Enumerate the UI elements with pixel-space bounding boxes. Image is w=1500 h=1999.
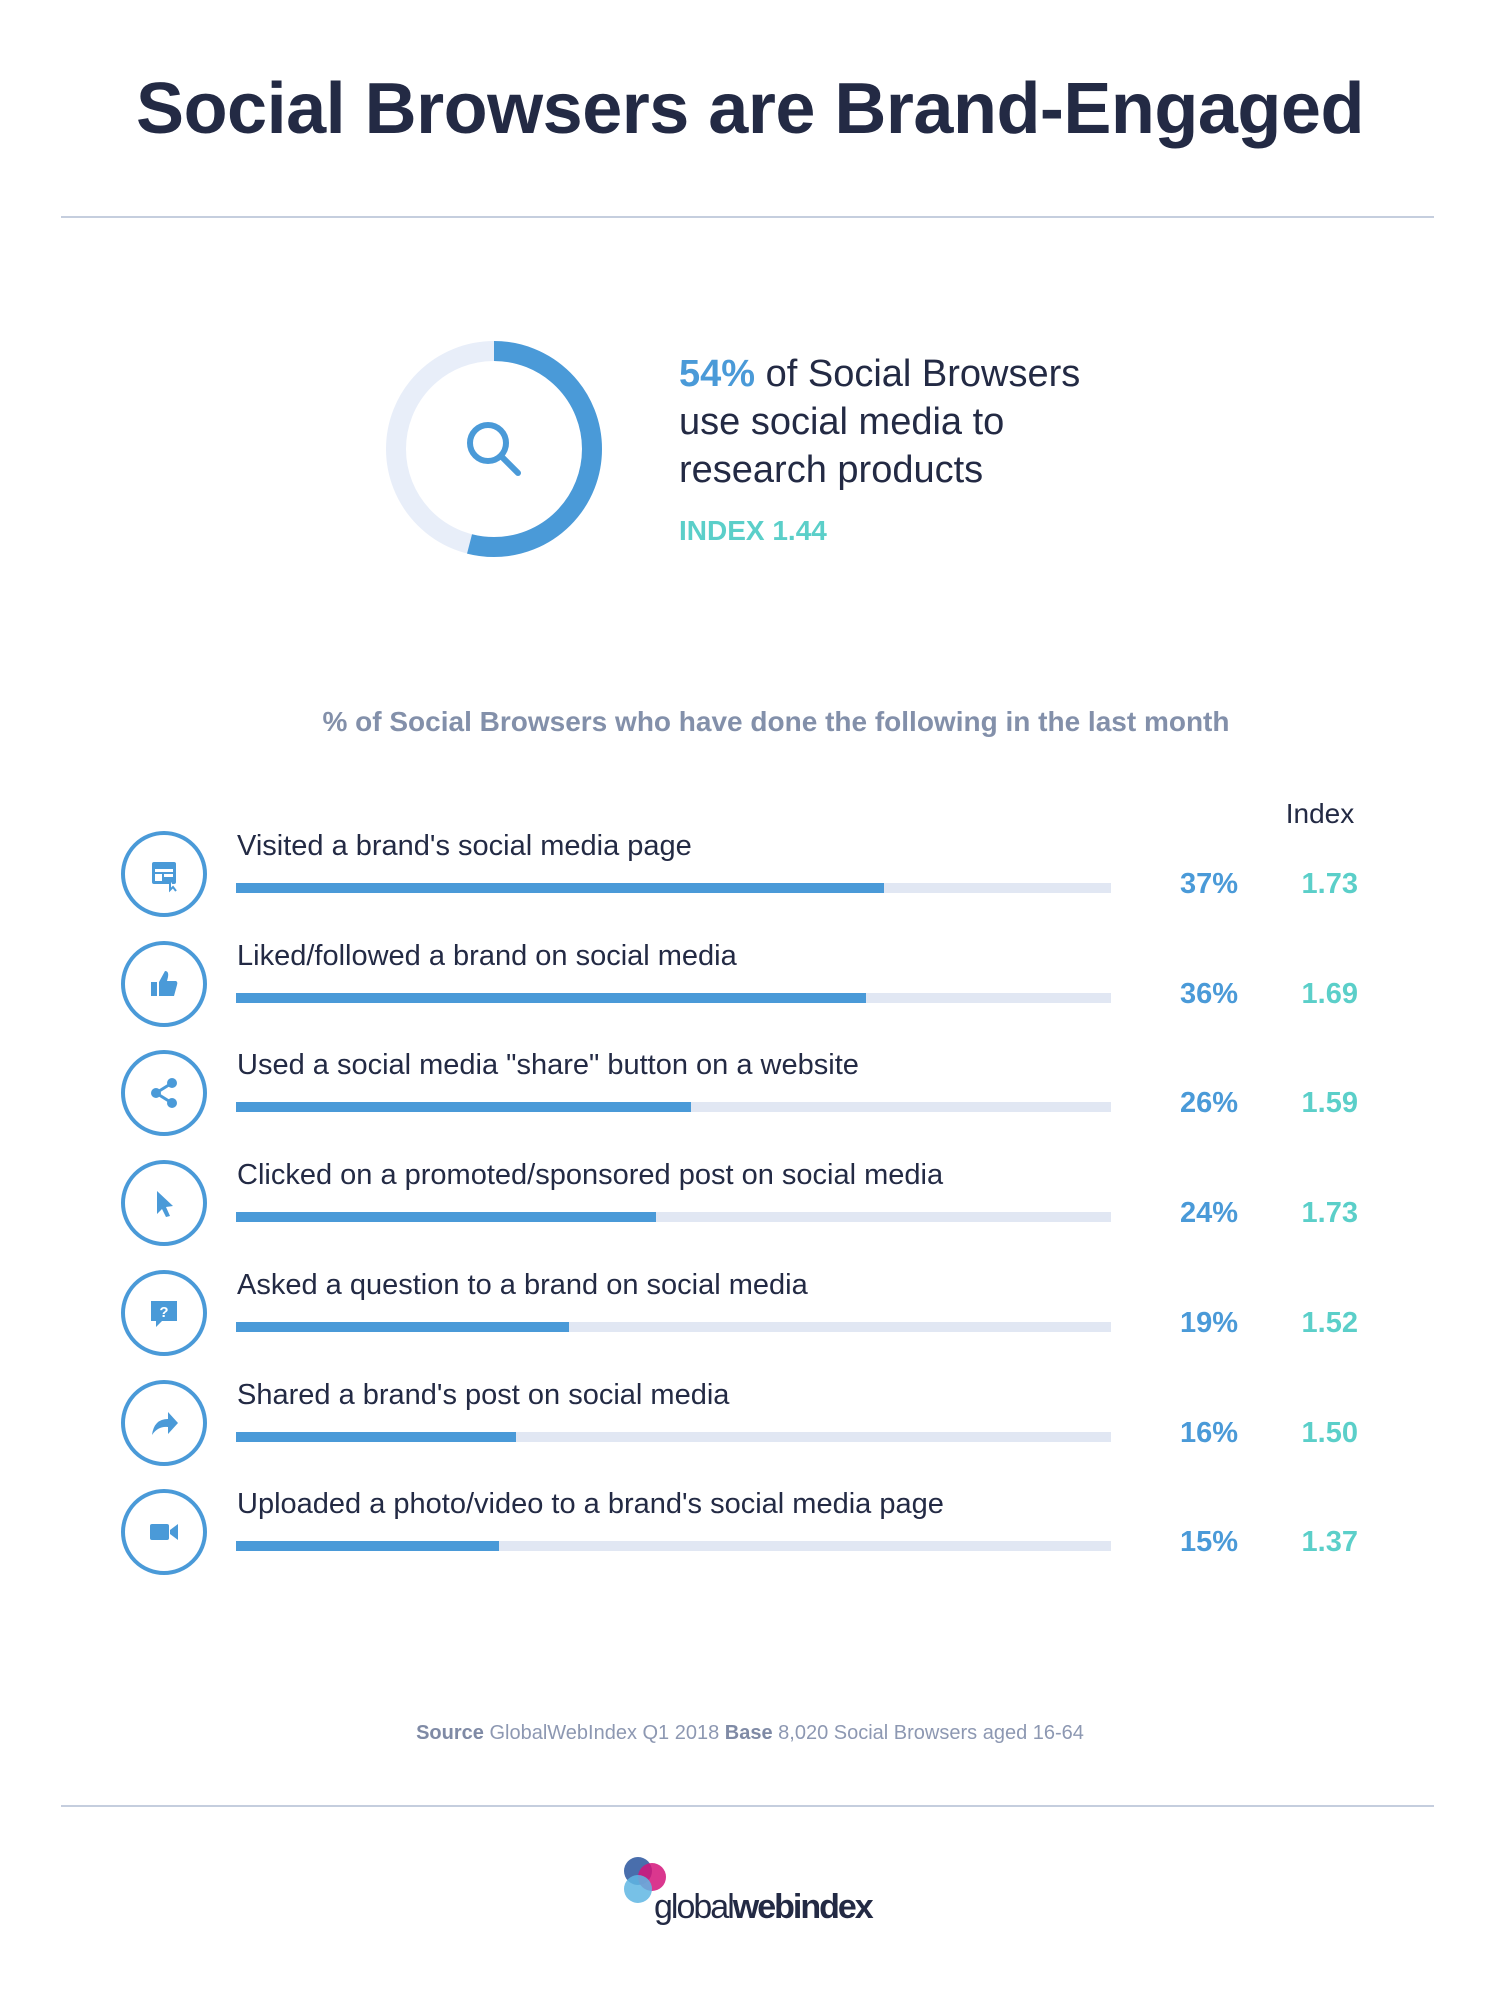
bar-value-label: 37% xyxy=(1179,868,1238,900)
question-bubble-icon-badge: ? xyxy=(121,1269,207,1356)
bar-row: Used a social media "share" button on a … xyxy=(0,1049,1500,1197)
bar-value-label: 15% xyxy=(1179,1526,1238,1559)
bar-track xyxy=(236,1431,1111,1442)
question-bubble-icon: ? xyxy=(151,1300,177,1327)
logo-mark xyxy=(624,1857,666,1903)
page-title: Social Browsers are Brand-Engaged xyxy=(136,69,1364,149)
bar-track xyxy=(236,883,1111,893)
bar-value-label: 36% xyxy=(1179,977,1238,1010)
bar-track xyxy=(236,1541,1111,1552)
index-value: 1.52 xyxy=(1301,1306,1358,1339)
webpage-icon-badge xyxy=(121,831,207,917)
bar-row: ? Asked a question to a brand on social m… xyxy=(0,1269,1500,1417)
bar xyxy=(236,1321,569,1332)
index-value: 1.59 xyxy=(1301,1087,1358,1120)
bar-label: Clicked on a promoted/sponsored post on … xyxy=(237,1159,944,1192)
forward-arrow-icon xyxy=(152,1411,178,1435)
bottom-divider xyxy=(61,1805,1434,1807)
bar-track xyxy=(236,1321,1111,1332)
bar xyxy=(236,992,866,1003)
top-divider xyxy=(61,216,1434,218)
video-camera-icon xyxy=(150,1524,178,1541)
bar xyxy=(236,883,884,893)
chart-title: % of Social Browsers who have done the f… xyxy=(322,706,1230,737)
bar-row: Liked/followed a brand on social media 36… xyxy=(0,940,1500,1088)
bar-label: Visited a brand's social media page xyxy=(237,830,692,862)
bar-value-label: 24% xyxy=(1179,1197,1238,1230)
highlight-percent: 54% xyxy=(679,353,756,395)
logo-text-light: global xyxy=(654,1888,735,1926)
highlight-text-1: of Social Browsers xyxy=(755,353,1081,395)
index-value: 1.50 xyxy=(1301,1416,1358,1449)
bar-label: Used a social media "share" button on a … xyxy=(237,1049,859,1082)
source-text: GlobalWebIndex Q1 2018 xyxy=(483,1722,725,1744)
bar-track xyxy=(236,1102,1111,1113)
bar-track xyxy=(236,1212,1111,1223)
donut-fill xyxy=(386,341,602,557)
webpage-icon xyxy=(152,862,177,893)
bar xyxy=(236,1431,516,1442)
video-camera-icon-badge xyxy=(121,1489,207,1576)
index-value: 1.73 xyxy=(1301,1197,1358,1230)
thumbs-up-icon xyxy=(151,970,178,996)
source-note: Source GlobalWebIndex Q1 2018 Base 8,020… xyxy=(0,1722,1500,1745)
logo-text-bold: webindex xyxy=(732,1888,874,1926)
search-icon xyxy=(467,422,521,476)
thumbs-up-icon-badge xyxy=(121,940,207,1027)
bar xyxy=(236,1102,691,1113)
index-header: Index xyxy=(1285,798,1355,829)
bar-row: Uploaded a photo/video to a brand's soci… xyxy=(0,1488,1500,1636)
bar-value-label: 19% xyxy=(1179,1306,1238,1339)
bar-label: Shared a brand's post on social media xyxy=(237,1378,730,1411)
donut-chart xyxy=(386,341,602,557)
cursor-icon xyxy=(157,1191,173,1218)
bar-value-label: 16% xyxy=(1179,1416,1238,1449)
bar-row: Visited a brand's social media page 37% 1.… xyxy=(0,830,1500,978)
index-value: 1.69 xyxy=(1301,977,1358,1010)
index-value: 1.37 xyxy=(1301,1526,1358,1559)
share-icon xyxy=(151,1078,177,1109)
logo-text: globalwebindex xyxy=(654,1888,874,1927)
bar xyxy=(236,1541,499,1552)
base-text: 8,020 Social Browsers aged 16-64 xyxy=(772,1722,1084,1744)
bar-label: Uploaded a photo/video to a brand's soci… xyxy=(237,1488,944,1521)
bar xyxy=(236,1212,656,1223)
bar-label: Liked/followed a brand on social media xyxy=(237,939,737,972)
bar-row: Shared a brand's post on social media 16%… xyxy=(0,1379,1500,1527)
index-value: 1.73 xyxy=(1301,868,1358,900)
share-icon-badge xyxy=(121,1050,207,1137)
highlight-text-3: research products xyxy=(679,449,984,491)
source-label: Source xyxy=(416,1722,484,1744)
highlight-index: INDEX 1.44 xyxy=(679,515,827,546)
bar-value-label: 26% xyxy=(1179,1087,1238,1120)
bar-track xyxy=(236,992,1111,1003)
bar-row: Clicked on a promoted/sponsored post on … xyxy=(0,1159,1500,1307)
highlight-stat: 54% of Social Browsers use social media … xyxy=(679,350,1080,494)
base-label: Base xyxy=(724,1722,773,1744)
bar-label: Asked a question to a brand on social me… xyxy=(237,1268,808,1301)
cursor-icon-badge xyxy=(121,1160,207,1247)
highlight-text-2: use social media to xyxy=(679,401,1005,443)
svg-text:?: ? xyxy=(159,1304,168,1321)
forward-arrow-icon-badge xyxy=(121,1379,207,1466)
